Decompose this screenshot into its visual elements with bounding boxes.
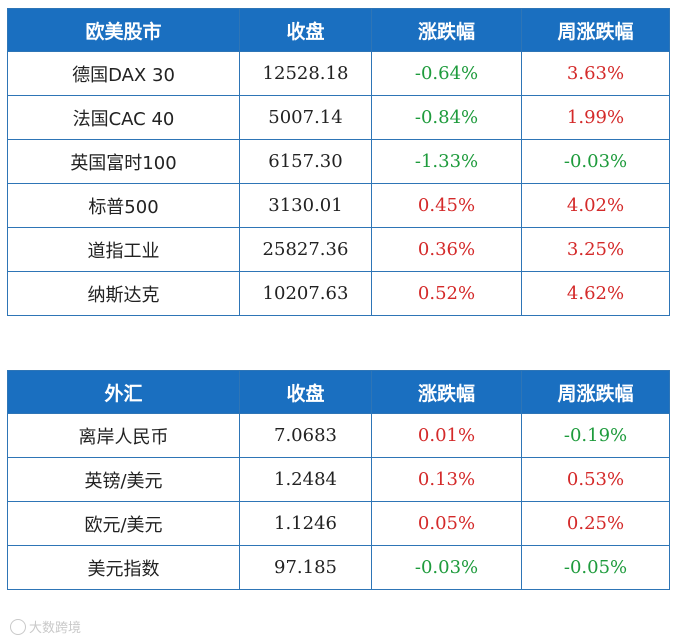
table-row: 德国DAX 30 12528.18 -0.64% 3.63% xyxy=(7,51,670,96)
equity-table-header: 欧美股市 收盘 涨跌幅 周涨跌幅 xyxy=(7,8,670,52)
table-row: 英镑/美元 1.2484 0.13% 0.53% xyxy=(7,457,670,502)
fx-table-header: 外汇 收盘 涨跌幅 周涨跌幅 xyxy=(7,370,670,414)
header-change: 涨跌幅 xyxy=(371,8,522,52)
row-change: -1.33% xyxy=(371,139,522,184)
table-row: 道指工业 25827.36 0.36% 3.25% xyxy=(7,227,670,272)
row-weekly: 0.53% xyxy=(521,457,670,502)
row-name: 标普500 xyxy=(7,183,240,228)
row-weekly: 4.02% xyxy=(521,183,670,228)
table-row: 离岸人民币 7.0683 0.01% -0.19% xyxy=(7,413,670,458)
table-row: 美元指数 97.185 -0.03% -0.05% xyxy=(7,545,670,590)
table-row: 法国CAC 40 5007.14 -0.84% 1.99% xyxy=(7,95,670,140)
header-fx: 外汇 xyxy=(7,370,240,414)
row-name: 离岸人民币 xyxy=(7,413,240,458)
row-change: 0.05% xyxy=(371,501,522,546)
row-change: -0.64% xyxy=(371,51,522,96)
row-weekly: 4.62% xyxy=(521,271,670,316)
row-name: 法国CAC 40 xyxy=(7,95,240,140)
row-name: 英镑/美元 xyxy=(7,457,240,502)
row-change: 0.52% xyxy=(371,271,522,316)
row-weekly: -0.05% xyxy=(521,545,670,590)
row-weekly: -0.03% xyxy=(521,139,670,184)
row-close: 7.0683 xyxy=(239,413,372,458)
row-close: 1.1246 xyxy=(239,501,372,546)
header-market: 欧美股市 xyxy=(7,8,240,52)
equity-table: 欧美股市 收盘 涨跌幅 周涨跌幅 德国DAX 30 12528.18 -0.64… xyxy=(7,8,670,316)
row-close: 97.185 xyxy=(239,545,372,590)
row-close: 1.2484 xyxy=(239,457,372,502)
header-close: 收盘 xyxy=(239,370,372,414)
watermark-text: 大数跨境 xyxy=(29,621,82,636)
row-change: 0.01% xyxy=(371,413,522,458)
row-weekly: 0.25% xyxy=(521,501,670,546)
row-change: 0.13% xyxy=(371,457,522,502)
row-change: 0.45% xyxy=(371,183,522,228)
watermark: 大数跨境 xyxy=(10,617,81,636)
row-name: 德国DAX 30 xyxy=(7,51,240,96)
header-weekly-change: 周涨跌幅 xyxy=(521,370,670,414)
row-close: 6157.30 xyxy=(239,139,372,184)
table-row: 欧元/美元 1.1246 0.05% 0.25% xyxy=(7,501,670,546)
table-row: 标普500 3130.01 0.45% 4.02% xyxy=(7,183,670,228)
row-name: 道指工业 xyxy=(7,227,240,272)
table-row: 纳斯达克 10207.63 0.52% 4.62% xyxy=(7,271,670,316)
row-change: -0.84% xyxy=(371,95,522,140)
row-name: 英国富时100 xyxy=(7,139,240,184)
header-close: 收盘 xyxy=(239,8,372,52)
row-weekly: 3.25% xyxy=(521,227,670,272)
row-change: -0.03% xyxy=(371,545,522,590)
header-weekly-change: 周涨跌幅 xyxy=(521,8,670,52)
row-weekly: -0.19% xyxy=(521,413,670,458)
row-weekly: 3.63% xyxy=(521,51,670,96)
row-close: 10207.63 xyxy=(239,271,372,316)
logo-circle-icon xyxy=(10,618,26,635)
row-name: 纳斯达克 xyxy=(7,271,240,316)
row-change: 0.36% xyxy=(371,227,522,272)
row-close: 25827.36 xyxy=(239,227,372,272)
table-row: 英国富时100 6157.30 -1.33% -0.03% xyxy=(7,139,670,184)
row-name: 美元指数 xyxy=(7,545,240,590)
row-close: 12528.18 xyxy=(239,51,372,96)
row-name: 欧元/美元 xyxy=(7,501,240,546)
fx-table: 外汇 收盘 涨跌幅 周涨跌幅 离岸人民币 7.0683 0.01% -0.19%… xyxy=(7,370,670,590)
row-weekly: 1.99% xyxy=(521,95,670,140)
row-close: 5007.14 xyxy=(239,95,372,140)
header-change: 涨跌幅 xyxy=(371,370,522,414)
row-close: 3130.01 xyxy=(239,183,372,228)
